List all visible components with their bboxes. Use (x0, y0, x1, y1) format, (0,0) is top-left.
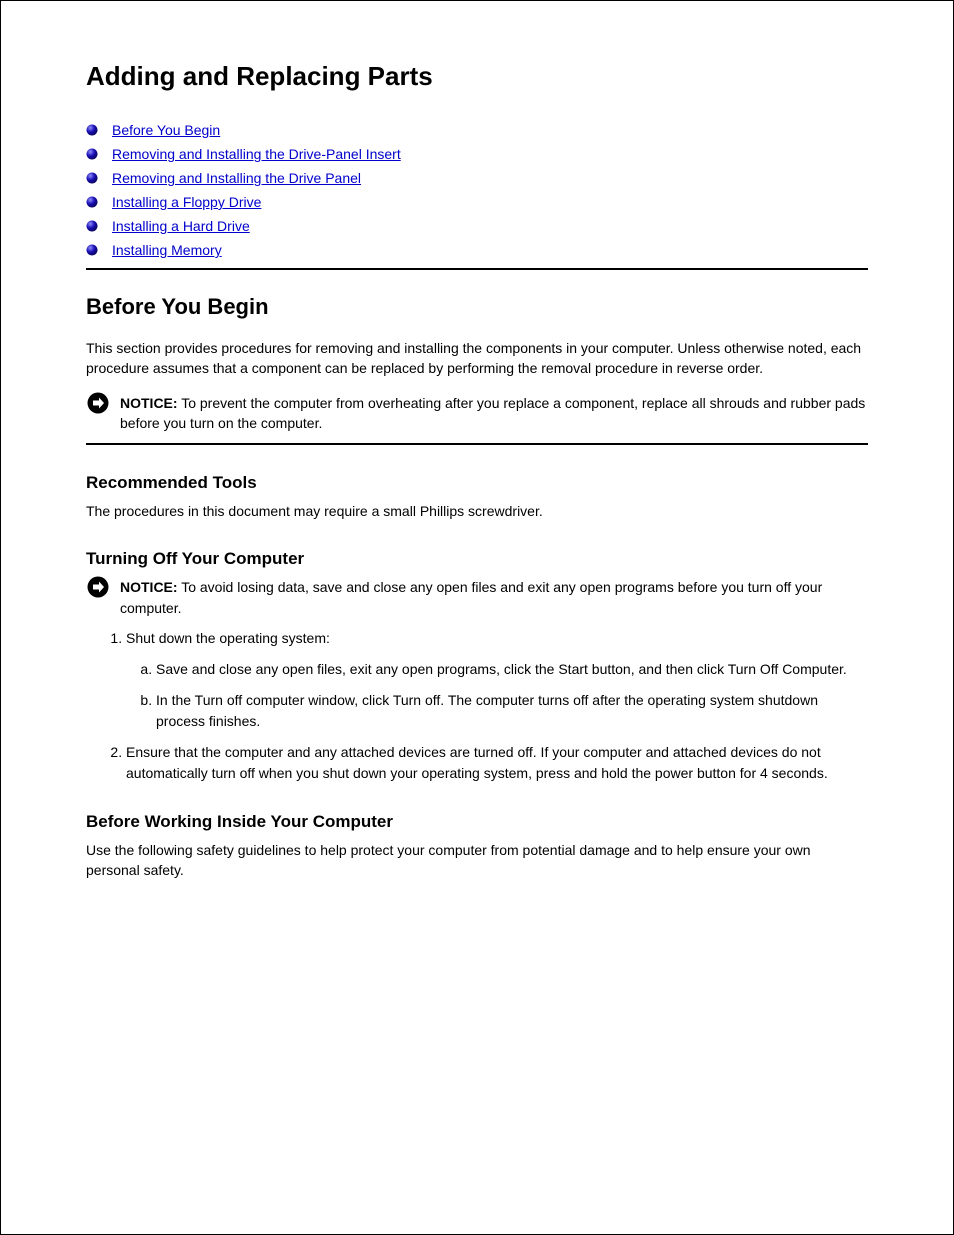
notice-body: To avoid losing data, save and close any… (120, 579, 822, 615)
step-lead: Ensure that the computer and any attache… (126, 742, 868, 784)
section-heading-before-you-begin: Before You Begin (86, 294, 868, 320)
toc-link-drive-panel[interactable]: Removing and Installing the Drive Panel (112, 170, 361, 186)
body-paragraph: Use the following safety guidelines to h… (86, 840, 868, 881)
toc-link-floppy-drive[interactable]: Installing a Floppy Drive (112, 194, 261, 210)
toc-item: Installing a Floppy Drive (86, 194, 868, 210)
notice-text: NOTICE: To avoid losing data, save and c… (120, 577, 868, 618)
notice-label: NOTICE: (120, 395, 178, 411)
notice-text: NOTICE: To prevent the computer from ove… (120, 393, 868, 434)
toc-link-drive-panel-insert[interactable]: Removing and Installing the Drive-Panel … (112, 146, 401, 162)
toc-item: Removing and Installing the Drive-Panel … (86, 146, 868, 162)
sphere-bullet-icon (86, 148, 98, 160)
toc-item: Installing Memory (86, 242, 868, 258)
sphere-bullet-icon (86, 172, 98, 184)
toc-list: Before You Begin Removing and Installing… (86, 122, 868, 258)
notice-arrow-icon (86, 391, 110, 415)
step-item: Shut down the operating system: Save and… (126, 628, 868, 732)
sphere-bullet-icon (86, 124, 98, 136)
divider (86, 443, 868, 445)
toc-link-memory[interactable]: Installing Memory (112, 242, 222, 258)
body-paragraph: This section provides procedures for rem… (86, 338, 868, 379)
notice-body: To prevent the computer from overheating… (120, 395, 865, 431)
notice-arrow-icon (86, 575, 110, 599)
notice-block: NOTICE: To prevent the computer from ove… (86, 393, 868, 434)
sphere-bullet-icon (86, 220, 98, 232)
notice-label: NOTICE: (120, 579, 178, 595)
subsection-heading-tools: Recommended Tools (86, 473, 868, 493)
step-lead: Shut down the operating system: (126, 628, 868, 649)
divider (86, 268, 868, 270)
steps-list: Shut down the operating system: Save and… (126, 628, 868, 784)
toc-item: Removing and Installing the Drive Panel (86, 170, 868, 186)
substep-item: In the Turn off computer window, click T… (156, 690, 868, 732)
body-paragraph: The procedures in this document may requ… (86, 501, 868, 521)
toc-link-before-you-begin[interactable]: Before You Begin (112, 122, 220, 138)
substep-text: In the Turn off computer window, click T… (156, 692, 818, 729)
sphere-bullet-icon (86, 244, 98, 256)
sphere-bullet-icon (86, 196, 98, 208)
page-content: Adding and Replacing Parts Before You Be… (86, 61, 868, 895)
step-item: Ensure that the computer and any attache… (126, 742, 868, 784)
subsection-heading-turning-off: Turning Off Your Computer (86, 549, 868, 569)
substep-item: Save and close any open files, exit any … (156, 659, 868, 680)
toc-item: Installing a Hard Drive (86, 218, 868, 234)
substep-text: Save and close any open files, exit any … (156, 661, 847, 677)
toc-item: Before You Begin (86, 122, 868, 138)
page-title: Adding and Replacing Parts (86, 61, 868, 92)
toc-link-hard-drive[interactable]: Installing a Hard Drive (112, 218, 250, 234)
subsection-heading-before-working-inside: Before Working Inside Your Computer (86, 812, 868, 832)
notice-block: NOTICE: To avoid losing data, save and c… (86, 577, 868, 618)
